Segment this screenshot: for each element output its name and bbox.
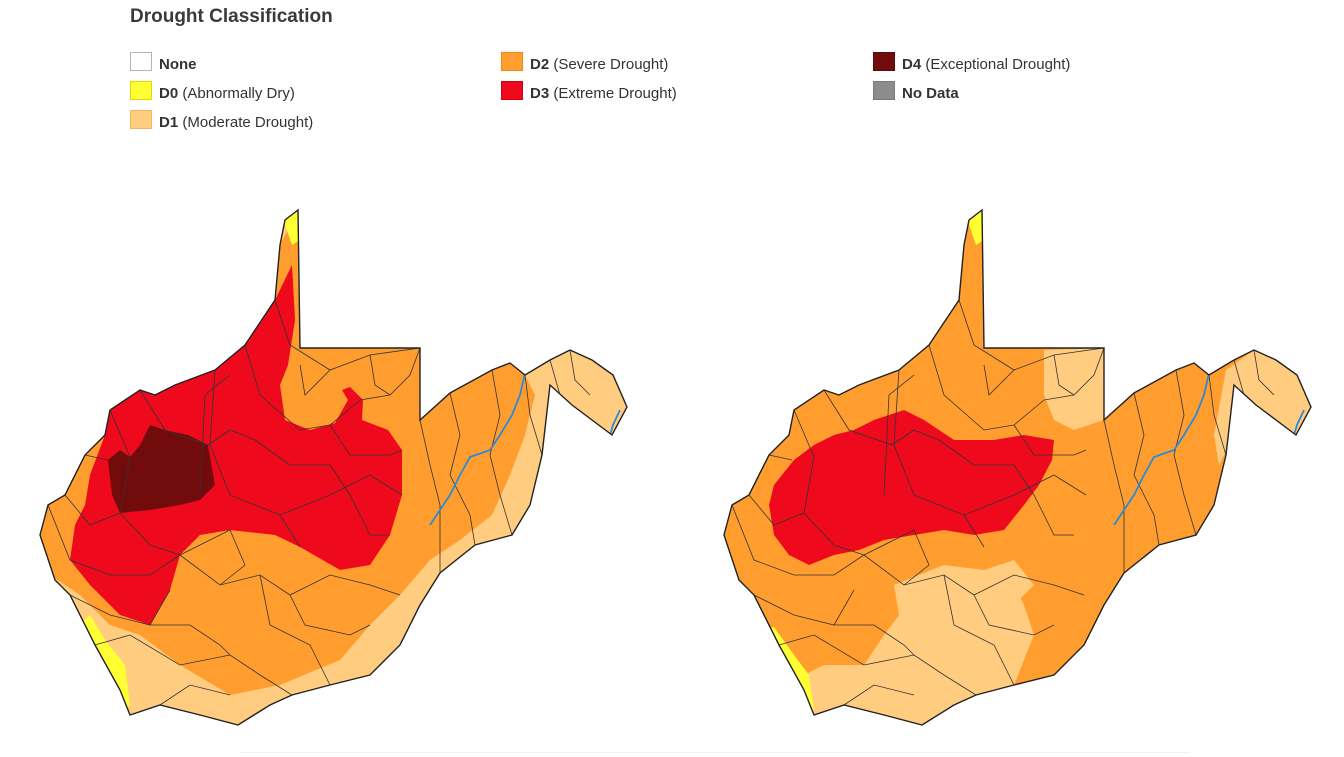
- legend-code: D3: [530, 85, 550, 102]
- legend-swatch-d1: [130, 110, 152, 129]
- legend-code: D2: [530, 56, 550, 73]
- divider: [240, 752, 1190, 753]
- legend-code: No Data: [902, 85, 959, 102]
- state-outline-right: [723, 208, 1312, 726]
- legend-code: D1: [159, 114, 179, 131]
- legend-desc: (Abnormally Dry): [182, 85, 295, 102]
- county-lines: [731, 299, 1275, 706]
- d1-region-north: [1044, 348, 1104, 430]
- d1-region-south: [804, 565, 1034, 725]
- potomac-river: [429, 372, 526, 526]
- potomac-river: [1113, 372, 1210, 526]
- legend-column-2: D2 (Severe Drought) D3 (Extreme Drought): [501, 52, 677, 110]
- legend-desc: (Severe Drought): [553, 56, 669, 73]
- legend-item-none: None: [130, 52, 313, 81]
- d1-region-southeast: [984, 560, 1034, 605]
- d3-region: [70, 265, 402, 625]
- map-left-svg: [39, 208, 628, 726]
- map-right-svg: [723, 208, 1312, 726]
- legend-column-1: None D0 (Abnormally Dry) D1 (Moderate Dr…: [130, 52, 313, 139]
- legend-item-d4: D4 (Exceptional Drought): [873, 52, 1070, 81]
- d3-region: [769, 410, 1054, 565]
- legend-swatch-d4: [873, 52, 895, 71]
- legend-item-d2: D2 (Severe Drought): [501, 52, 677, 81]
- legend-item-no-data: No Data: [873, 81, 1070, 110]
- map-right[interactable]: [714, 195, 1334, 740]
- legend-swatch-none: [130, 52, 152, 71]
- legend-swatch-no-data: [873, 81, 895, 100]
- shenandoah-river: [609, 409, 621, 436]
- legend-swatch-d0: [130, 81, 152, 100]
- legend-swatch-d3: [501, 81, 523, 100]
- d4-region: [108, 425, 215, 513]
- legend-item-d1: D1 (Moderate Drought): [130, 110, 313, 139]
- legend-item-d0: D0 (Abnormally Dry): [130, 81, 313, 110]
- drought-legend: None D0 (Abnormally Dry) D1 (Moderate Dr…: [130, 52, 1230, 142]
- legend-desc: (Exceptional Drought): [925, 56, 1071, 73]
- legend-code: None: [159, 56, 197, 73]
- legend-code: D4: [902, 56, 922, 73]
- legend-desc: (Extreme Drought): [553, 85, 677, 102]
- legend-title: Drought Classification: [130, 6, 333, 27]
- legend-column-3: D4 (Exceptional Drought) No Data: [873, 52, 1070, 110]
- map-left[interactable]: [30, 195, 650, 740]
- legend-code: D0: [159, 85, 179, 102]
- shenandoah-river: [1293, 409, 1305, 436]
- legend-desc: (Moderate Drought): [182, 114, 314, 131]
- legend-swatch-d2: [501, 52, 523, 71]
- state-outline-left: [39, 208, 628, 726]
- d1-region-east: [1214, 350, 1311, 465]
- legend-item-d3: D3 (Extreme Drought): [501, 81, 677, 110]
